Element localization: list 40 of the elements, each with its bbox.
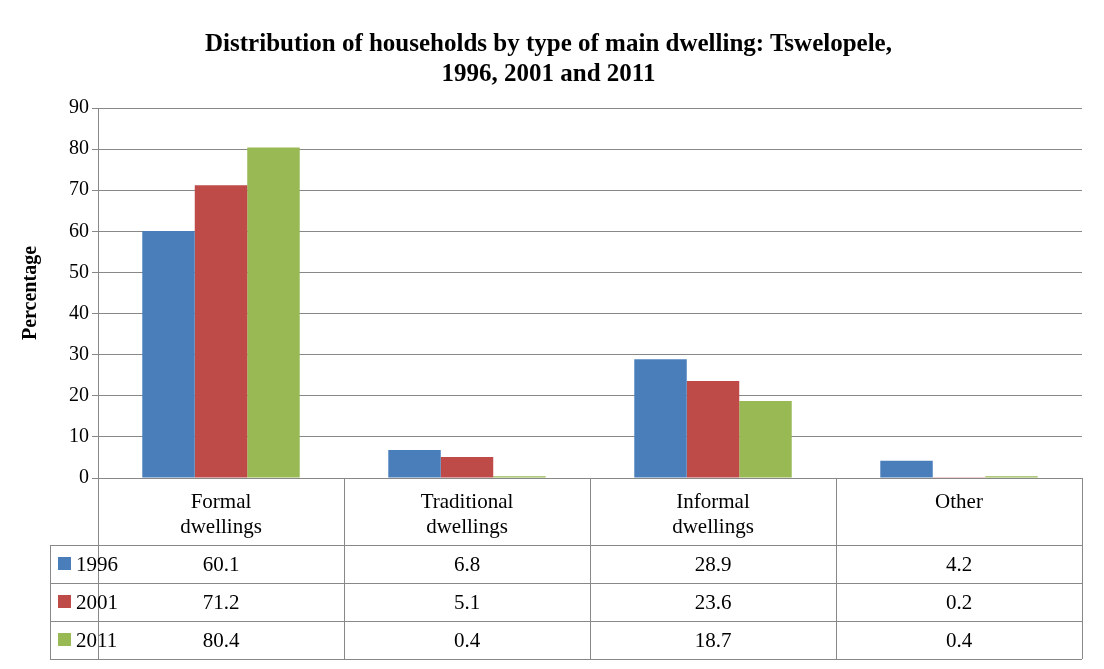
data-label: 18.7 [694,627,732,652]
data-label: 0.4 [453,627,481,652]
bar [440,457,494,478]
y-tick-label: 80 [69,136,89,159]
x-tick-label: Informal dwellings [672,489,754,539]
bar [194,185,248,478]
x-tick-label: Other [935,489,983,514]
bar [739,401,792,478]
bar [247,147,300,478]
y-tick-label: 30 [69,341,89,364]
y-axis-title: Percentage [18,245,42,341]
bar [880,460,933,478]
y-tick-label: 20 [69,383,89,406]
x-tick-label: Formal dwellings [180,489,262,539]
legend-label: 1996 [76,551,118,576]
data-label: 0.2 [945,589,973,614]
y-tick-label: 70 [69,177,89,200]
legend-label: 2011 [76,627,118,652]
data-label: 23.6 [694,589,732,614]
y-tick-label: 50 [69,259,89,282]
y-tick-label: 0 [79,465,89,488]
data-label: 4.2 [945,551,973,576]
data-label: 80.4 [202,627,240,652]
y-tick-label: 40 [69,300,89,323]
y-tick-label: 60 [69,218,89,241]
data-label: 6.8 [453,551,481,576]
data-label: 0.4 [945,627,973,652]
y-tick-label: 10 [69,424,89,447]
data-label: 28.9 [694,551,732,576]
data-label: 60.1 [202,551,240,576]
data-label: 71.2 [202,589,240,614]
bar [686,380,740,478]
bar [388,450,441,478]
x-tick-label: Traditional dwellings [420,489,514,539]
y-tick-label: 90 [69,95,89,118]
legend-label: 2001 [76,589,118,614]
bar [634,359,687,478]
data-label: 5.1 [453,589,481,614]
bar [142,230,195,478]
chart-title: Distribution of households by type of main dwelling: Tswelopele, 1996, 2001 and 2011 [205,29,892,87]
